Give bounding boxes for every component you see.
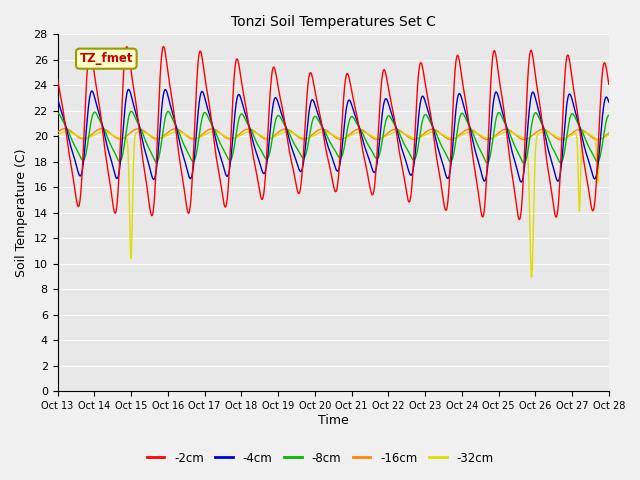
Title: Tonzi Soil Temperatures Set C: Tonzi Soil Temperatures Set C [231,15,436,29]
X-axis label: Time: Time [318,414,349,427]
Y-axis label: Soil Temperature (C): Soil Temperature (C) [15,148,28,277]
Text: TZ_fmet: TZ_fmet [79,52,133,65]
Legend: -2cm, -4cm, -8cm, -16cm, -32cm: -2cm, -4cm, -8cm, -16cm, -32cm [142,447,498,469]
